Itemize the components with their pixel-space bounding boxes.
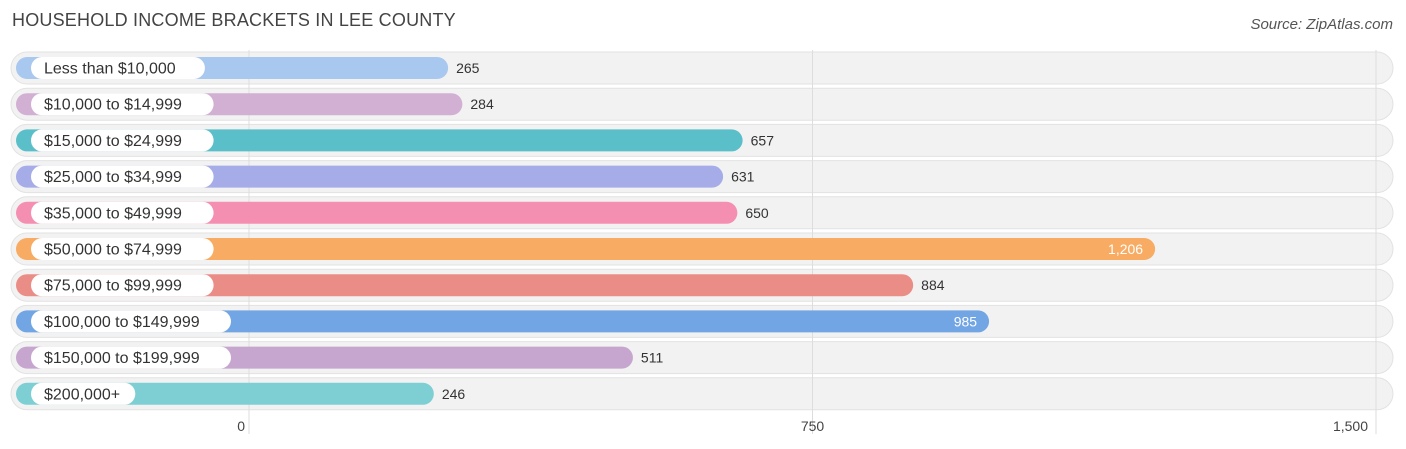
category-pill <box>31 310 231 333</box>
bar <box>16 310 990 333</box>
category-pill <box>31 238 214 260</box>
category-label: $50,000 to $74,999 <box>44 242 182 259</box>
category-label: Less than $10,000 <box>44 61 176 78</box>
category-pill <box>31 93 214 116</box>
category-label: $25,000 to $34,999 <box>44 169 182 186</box>
x-tick-label: 750 <box>801 418 825 434</box>
bar <box>16 238 1156 260</box>
chart-title: HOUSEHOLD INCOME BRACKETS IN LEE COUNTY <box>12 10 456 30</box>
category-pill <box>31 129 214 152</box>
value-label: 884 <box>921 277 945 293</box>
value-label: 511 <box>641 350 664 366</box>
category-label: $100,000 to $149,999 <box>44 314 200 331</box>
value-label: 631 <box>731 169 755 185</box>
bar <box>16 274 914 297</box>
value-label: 657 <box>751 132 775 148</box>
value-label: 650 <box>745 205 769 221</box>
x-tick-label: 0 <box>237 418 245 434</box>
category-label: $75,000 to $99,999 <box>44 278 182 295</box>
category-label: $150,000 to $199,999 <box>44 350 200 367</box>
x-tick-label: 1,500 <box>1333 418 1368 434</box>
value-label: 985 <box>954 313 978 329</box>
category-pill <box>31 201 214 224</box>
value-label: 246 <box>442 386 466 402</box>
category-pill <box>31 382 136 405</box>
source-label: Source: ZipAtlas.com <box>1250 16 1393 33</box>
value-label: 284 <box>470 96 494 112</box>
category-pill <box>31 274 214 297</box>
category-pill <box>31 346 231 369</box>
value-label: 265 <box>456 60 480 76</box>
category-pill <box>31 57 205 79</box>
category-label: $35,000 to $49,999 <box>44 205 182 222</box>
category-label: $200,000+ <box>44 386 120 403</box>
category-label: $10,000 to $14,999 <box>44 97 182 114</box>
category-pill <box>31 165 214 188</box>
category-label: $15,000 to $24,999 <box>44 133 182 150</box>
value-label: 1,206 <box>1108 241 1143 257</box>
